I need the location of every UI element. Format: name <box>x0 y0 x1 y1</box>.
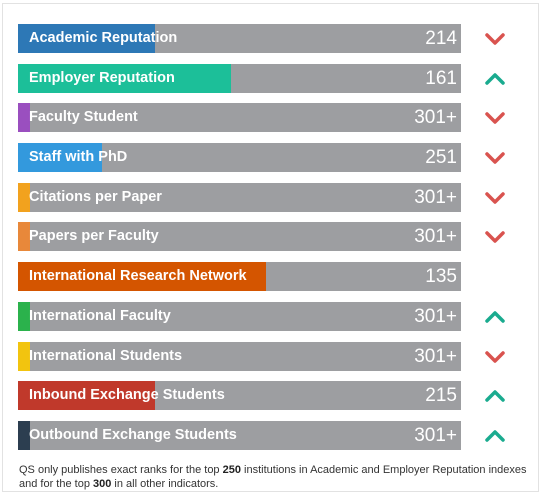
indicator-label: Academic Reputation <box>29 30 178 46</box>
indicator-rank: 135 <box>425 266 457 288</box>
indicator-label: Inbound Exchange Students <box>29 387 225 404</box>
chevron-up-icon <box>485 311 505 323</box>
indicator-bar-fill <box>18 341 30 371</box>
indicator-bar-track: Academic Reputation 214 <box>18 24 461 53</box>
indicator-row: Citations per Paper 301+ <box>18 182 518 212</box>
indicator-row: Outbound Exchange Students 301+ <box>18 420 518 450</box>
indicator-bar-track: International Students 301+ <box>18 341 461 371</box>
footnote-number-2: 300 <box>93 478 112 490</box>
indicator-bar-track: International Research Network 135 <box>18 262 461 292</box>
indicator-bar-track: Staff with PhD 251 <box>18 143 461 173</box>
indicator-label: Papers per Faculty <box>29 228 159 245</box>
indicator-row: International Research Network 135 <box>18 262 518 292</box>
indicator-rank: 301+ <box>414 424 457 446</box>
indicator-rank: 301+ <box>414 345 457 367</box>
footnote-text-3: in all other indicators. <box>111 478 219 490</box>
indicator-label: International Students <box>29 347 183 364</box>
indicator-row: Staff with PhD 251 <box>18 143 518 173</box>
indicator-row: Employer Reputation 161 <box>18 63 518 93</box>
indicator-bar-fill <box>18 381 155 411</box>
chevron-down-icon <box>485 231 505 244</box>
indicator-bar-fill <box>18 420 30 450</box>
indicator-row: Faculty Student 301+ <box>18 103 518 133</box>
chevron-up-icon <box>485 390 505 402</box>
indicator-label: Employer Reputation <box>29 69 175 86</box>
indicator-label: International Research Network <box>29 268 247 285</box>
indicator-bar-track: Faculty Student 301+ <box>18 103 461 133</box>
indicator-row: International Faculty 301+ <box>18 301 518 331</box>
chevron-down-icon <box>485 33 505 45</box>
indicator-rank: 301+ <box>414 226 457 248</box>
indicator-rank: 161 <box>425 67 457 89</box>
indicator-row: Inbound Exchange Students 215 <box>18 381 518 411</box>
indicator-row: Academic Reputation 214 <box>18 24 518 53</box>
indicator-label: Outbound Exchange Students <box>29 426 237 443</box>
rankings-panel: Academic Reputation 214 Employer Reputatio… <box>2 3 539 492</box>
indicator-bar-track: Papers per Faculty 301+ <box>18 222 461 252</box>
indicator-bar-track: Inbound Exchange Students 215 <box>18 381 461 411</box>
indicator-rank: 301+ <box>414 107 457 129</box>
indicator-bar-fill <box>18 262 266 292</box>
footnote-number-1: 250 <box>222 464 241 476</box>
indicator-label: Faculty Student <box>29 109 138 126</box>
indicator-rank: 301+ <box>414 186 457 208</box>
indicator-bar-fill <box>18 103 30 133</box>
chevron-down-icon <box>485 192 505 204</box>
chevron-down-icon <box>485 112 505 125</box>
indicator-row: International Students 301+ <box>18 341 518 371</box>
indicator-rank: 214 <box>425 28 457 49</box>
footnote-text-1: QS only publishes exact ranks for the to… <box>19 464 223 476</box>
indicator-bar-fill <box>18 24 155 53</box>
indicator-bar-fill <box>18 222 30 252</box>
indicator-bar-track: Citations per Paper 301+ <box>18 182 461 212</box>
indicator-label: International Faculty <box>29 307 171 324</box>
indicator-list: Academic Reputation 214 Employer Reputatio… <box>18 24 518 461</box>
chevron-up-icon <box>485 430 505 442</box>
chevron-up-icon <box>485 72 505 85</box>
indicator-bar-track: International Faculty 301+ <box>18 301 461 331</box>
indicator-row: Papers per Faculty 301+ <box>18 222 518 252</box>
indicator-bar-fill <box>18 143 102 173</box>
footnote-text-2: institutions in Academic and Employer Re… <box>19 464 527 490</box>
indicator-label: Citations per Paper <box>29 188 162 205</box>
indicator-label: Staff with PhD <box>29 149 128 166</box>
indicator-rank: 301+ <box>414 305 457 327</box>
indicator-bar-track: Outbound Exchange Students 301+ <box>18 420 461 450</box>
indicator-bar-fill <box>18 182 30 212</box>
footnote: QS only publishes exact ranks for the to… <box>19 463 534 491</box>
indicator-bar-fill <box>18 301 30 331</box>
indicator-rank: 215 <box>425 385 457 407</box>
chevron-down-icon <box>485 350 505 363</box>
indicator-bar-fill <box>18 63 231 93</box>
chevron-down-icon <box>485 152 505 164</box>
indicator-rank: 251 <box>425 147 457 169</box>
indicator-bar-track: Employer Reputation 161 <box>18 63 461 93</box>
